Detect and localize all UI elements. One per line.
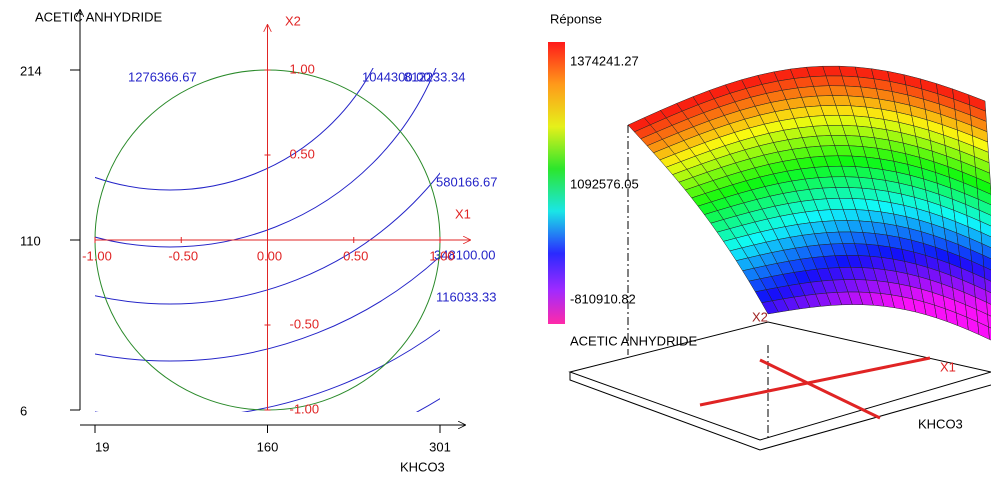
contour-label: 348100.00: [434, 247, 495, 262]
coded-y-tick-label: -0.50: [290, 316, 320, 331]
coded-x-name: X1: [455, 206, 471, 221]
surface-cell: [980, 231, 991, 249]
contour-label: 116033.33: [436, 289, 497, 304]
x-tick-label: 160: [257, 439, 279, 454]
colorbar-tick-label: -810910.82: [570, 291, 636, 306]
surface-cell: [985, 289, 991, 305]
contour-line: [95, 172, 440, 305]
coded-y-tick-label: 0.50: [290, 146, 315, 161]
y-axis-title: ACETIC ANHYDRIDE: [35, 9, 162, 24]
colorbar-tick-label: 1374241.27: [570, 53, 639, 68]
surface-cell: [976, 188, 991, 206]
surface-cell: [825, 75, 846, 87]
surface-cell: [977, 198, 991, 216]
surface-cell: [978, 209, 991, 227]
coded-x-tick-label: 0.50: [343, 248, 368, 263]
contour-label: 580166.67: [436, 174, 497, 189]
surface-x1-label: X1: [940, 359, 956, 374]
coded-x-tick-label: -0.50: [168, 248, 198, 263]
contour-line: [95, 68, 437, 248]
contour-label: 812233.34: [404, 69, 465, 84]
surface-x-title: KHCO3: [918, 416, 963, 431]
surface-cell: [984, 278, 991, 294]
surface-cell: [987, 314, 991, 329]
coded-x-tick-label: 0.00: [257, 248, 282, 263]
x-axis-title: KHCO3: [400, 459, 445, 474]
contour-label: 1044300.00: [362, 69, 431, 84]
surface-group: [627, 65, 991, 341]
surface-cell: [986, 301, 991, 317]
coded-y-tick-label: 1.00: [290, 61, 315, 76]
contour-label: 1276366.67: [128, 69, 197, 84]
coded-y-name: X2: [285, 13, 301, 28]
surface-cell: [981, 243, 991, 260]
surface-cell: [822, 65, 843, 77]
x-tick-label: 19: [95, 439, 109, 454]
contour-line: [95, 68, 374, 191]
surface-x2-label: X2: [752, 309, 768, 324]
surface-y-title: ACETIC ANHYDRIDE: [570, 333, 697, 348]
surface-cell: [983, 266, 991, 282]
floor: [568, 125, 991, 451]
coded-x-tick-label: -1.00: [82, 248, 112, 263]
colorbar: [548, 42, 565, 324]
colorbar-tick-label: 1092576.05: [570, 176, 639, 191]
contours: [95, 68, 440, 412]
surface-cell: [976, 177, 991, 195]
surface-cell: [988, 326, 991, 341]
coded-x-tick-label: 1.00: [429, 248, 454, 263]
contour-line: [415, 397, 440, 412]
surface-cell: [838, 65, 859, 78]
contour-line: [95, 255, 440, 362]
coded-y-tick-label: -1.00: [290, 401, 320, 416]
colorbar-title: Réponse: [550, 11, 602, 26]
surface-cell: [982, 254, 991, 271]
y-tick-label: 110: [20, 233, 41, 248]
y-tick-label: 214: [20, 63, 42, 78]
x-tick-label: 301: [429, 439, 451, 454]
y-tick-label: 6: [20, 403, 27, 418]
